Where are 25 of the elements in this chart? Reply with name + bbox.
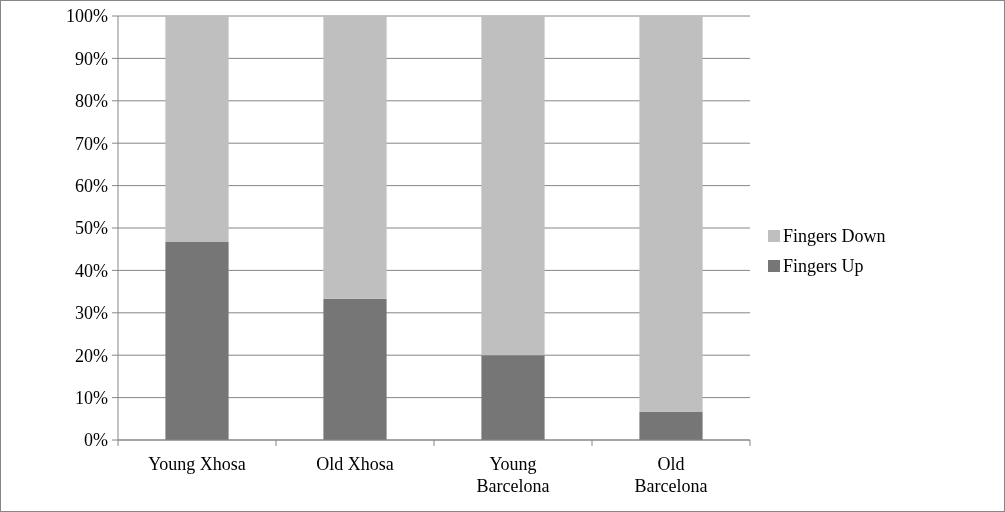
bar: [165, 16, 229, 242]
y-tick-label: 50%: [75, 218, 108, 239]
bar: [639, 16, 703, 412]
bar: [323, 298, 387, 440]
x-tick-label: Old Xhosa: [316, 454, 394, 474]
x-tick-label: Young Xhosa: [148, 454, 246, 474]
y-tick-label: 80%: [75, 91, 108, 112]
y-tick-label: 100%: [66, 6, 108, 27]
bar: [639, 411, 703, 440]
bar: [323, 16, 387, 299]
bar: [481, 16, 545, 356]
y-tick-label: 60%: [75, 175, 108, 196]
y-tick-label: 40%: [75, 260, 108, 281]
bar: [481, 355, 545, 440]
bar: [165, 241, 229, 440]
x-tick-label: Young Barcelona: [476, 454, 550, 496]
legend-label: Fingers Down: [783, 226, 886, 247]
y-tick-label: 70%: [75, 133, 108, 154]
x-tick-label: Old Barcelona: [634, 454, 708, 496]
y-tick-label: 20%: [75, 345, 108, 366]
y-tick-label: 10%: [75, 387, 108, 408]
y-tick-label: 90%: [75, 48, 108, 69]
y-tick-label: 0%: [84, 430, 108, 451]
y-tick-label: 30%: [75, 303, 108, 324]
legend-label: Fingers Up: [783, 256, 864, 277]
